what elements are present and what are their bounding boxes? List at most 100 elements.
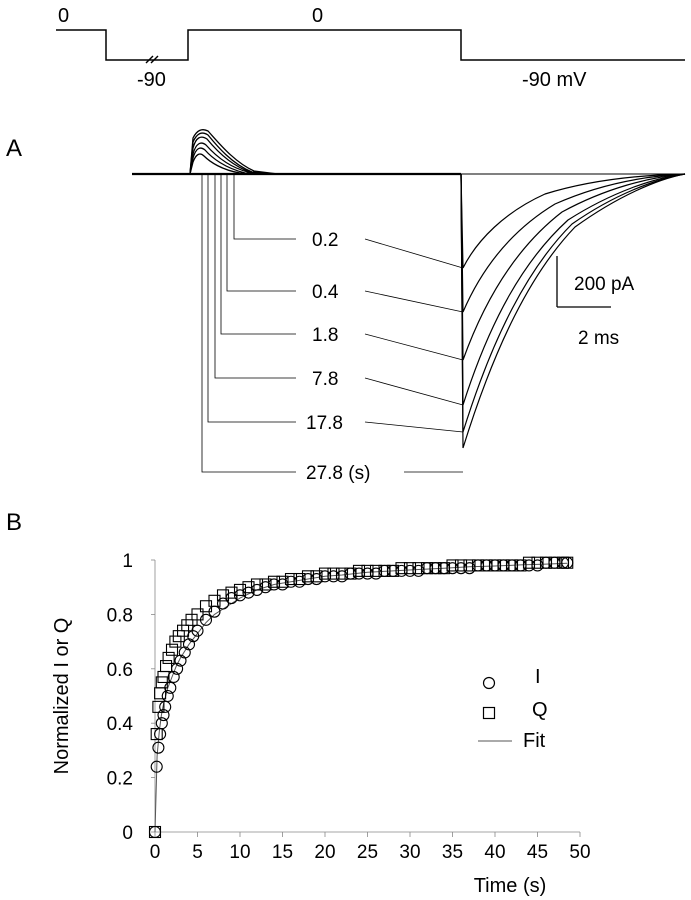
gating-trace-6 <box>189 129 279 175</box>
q-data-point <box>454 559 468 572</box>
i-data-point <box>161 689 174 703</box>
q-data-point <box>310 570 323 583</box>
i-data-point <box>150 760 163 773</box>
tail-trace-2 <box>460 173 686 313</box>
y-axis-title: Normalized I or Q <box>51 618 73 775</box>
q-data-point <box>488 559 502 572</box>
leader-7.8 <box>364 377 464 406</box>
q-data-point <box>403 562 417 575</box>
q-data-point <box>165 643 179 656</box>
q-data-point <box>539 556 553 569</box>
x-axis-title: Time (s) <box>474 875 547 897</box>
panel-b-label: B <box>6 509 22 536</box>
protocol-break-mark <box>145 55 154 64</box>
y-tick-label: 0.8 <box>107 605 133 626</box>
x-tick-label: 20 <box>314 842 335 863</box>
q-data-point <box>471 559 485 572</box>
leader-1.8 <box>364 333 464 361</box>
interval-label: 1.8 <box>312 325 338 346</box>
gating-trace-1 <box>189 153 271 175</box>
q-data-point <box>386 564 400 577</box>
y-tick-label: 0.6 <box>107 660 133 681</box>
q-data-point <box>148 825 162 839</box>
tail-trace-4 <box>460 173 686 406</box>
leader-0.2 <box>364 238 464 269</box>
i-data-point <box>178 646 191 659</box>
plot-axes: 0 5 10 15 20 25 30 35 40 45 50 0 0.2 0.4 0.6 0.8 1 <box>107 551 591 863</box>
q-data-point <box>522 556 536 569</box>
q-data-point <box>233 583 247 596</box>
q-data-point <box>150 728 163 741</box>
q-data-point <box>420 562 434 575</box>
i-data-point <box>155 717 168 730</box>
i-data-point <box>167 670 180 684</box>
q-data-point <box>429 562 442 575</box>
x-tick-label: 30 <box>399 842 420 863</box>
leader-lines <box>364 238 464 473</box>
voltage-protocol: 0 -90 0 -90 mV <box>56 5 685 91</box>
interval-marker-17.8 <box>207 174 296 423</box>
q-data-point <box>395 562 408 575</box>
interval-labels: 0.2 0.4 1.8 7.8 17.8 27.8 (s) <box>306 230 370 484</box>
legend-fit-label: Fit <box>523 730 546 752</box>
i-data-point <box>216 597 230 610</box>
x-tick-label: 0 <box>150 842 161 863</box>
x-tick-label: 45 <box>527 842 548 863</box>
y-tick-label: 1 <box>122 551 133 572</box>
tail-trace-5 <box>460 173 686 433</box>
tail-trace-6 <box>460 173 686 449</box>
x-tick-label: 25 <box>357 842 378 863</box>
panel-a-label: A <box>6 135 22 162</box>
q-data-point <box>335 567 349 580</box>
interval-marker-0.4 <box>226 174 296 292</box>
interval-label: 0.2 <box>312 230 338 251</box>
protocol-label-step-down: -90 <box>137 69 166 91</box>
gating-trace-2 <box>189 147 273 175</box>
q-data-point <box>548 556 561 569</box>
q-data-point <box>514 559 527 572</box>
leader-0.4 <box>364 290 464 313</box>
x-tick-label: 10 <box>229 842 250 863</box>
q-data-point <box>412 562 425 575</box>
q-data-point <box>505 559 519 572</box>
x-tick-label: 15 <box>272 842 293 863</box>
interval-marker-0.2 <box>233 174 296 240</box>
x-tick-label: 5 <box>192 842 203 863</box>
y-tick-label: 0 <box>122 823 133 844</box>
q-data-point <box>225 586 238 599</box>
protocol-break-mark <box>150 55 159 64</box>
q-data-point <box>162 651 175 664</box>
y-tick-label: 0.2 <box>107 769 133 790</box>
legend-i-marker <box>482 676 496 690</box>
x-ticks: 0 5 10 15 20 25 30 35 40 45 50 <box>150 832 591 863</box>
q-data-point <box>369 564 383 577</box>
interval-markers <box>201 174 296 473</box>
q-data-point <box>561 556 574 569</box>
interval-label: 27.8 (s) <box>306 463 370 484</box>
q-data-point <box>361 564 374 577</box>
legend-q-label: Q <box>532 699 548 721</box>
q-data-point <box>293 572 306 586</box>
leader-17.8 <box>364 421 464 433</box>
protocol-label-end: -90 mV <box>522 69 587 91</box>
q-data-point <box>497 559 510 572</box>
q-series <box>148 556 574 839</box>
interval-marker-1.8 <box>220 174 296 335</box>
legend-i-label: I <box>535 666 541 688</box>
q-data-point <box>463 559 476 572</box>
interval-marker-27.8 <box>201 174 296 473</box>
q-data-point <box>154 687 167 700</box>
i-series <box>148 556 574 839</box>
interval-label: 0.4 <box>312 282 339 303</box>
panel-b: B 0 5 10 15 20 25 30 35 40 45 50 0 0.2 0.4 0.6 0.8 1 No… <box>6 509 591 897</box>
legend-q-marker <box>482 706 496 720</box>
fit-line <box>154 562 568 833</box>
x-tick-label: 40 <box>484 842 505 863</box>
q-data-point <box>318 567 332 580</box>
y-tick-label: 0.4 <box>107 714 134 735</box>
q-data-point <box>327 567 340 580</box>
gating-trace-5 <box>189 132 278 175</box>
q-data-point <box>160 660 173 673</box>
q-data-point <box>250 578 264 591</box>
